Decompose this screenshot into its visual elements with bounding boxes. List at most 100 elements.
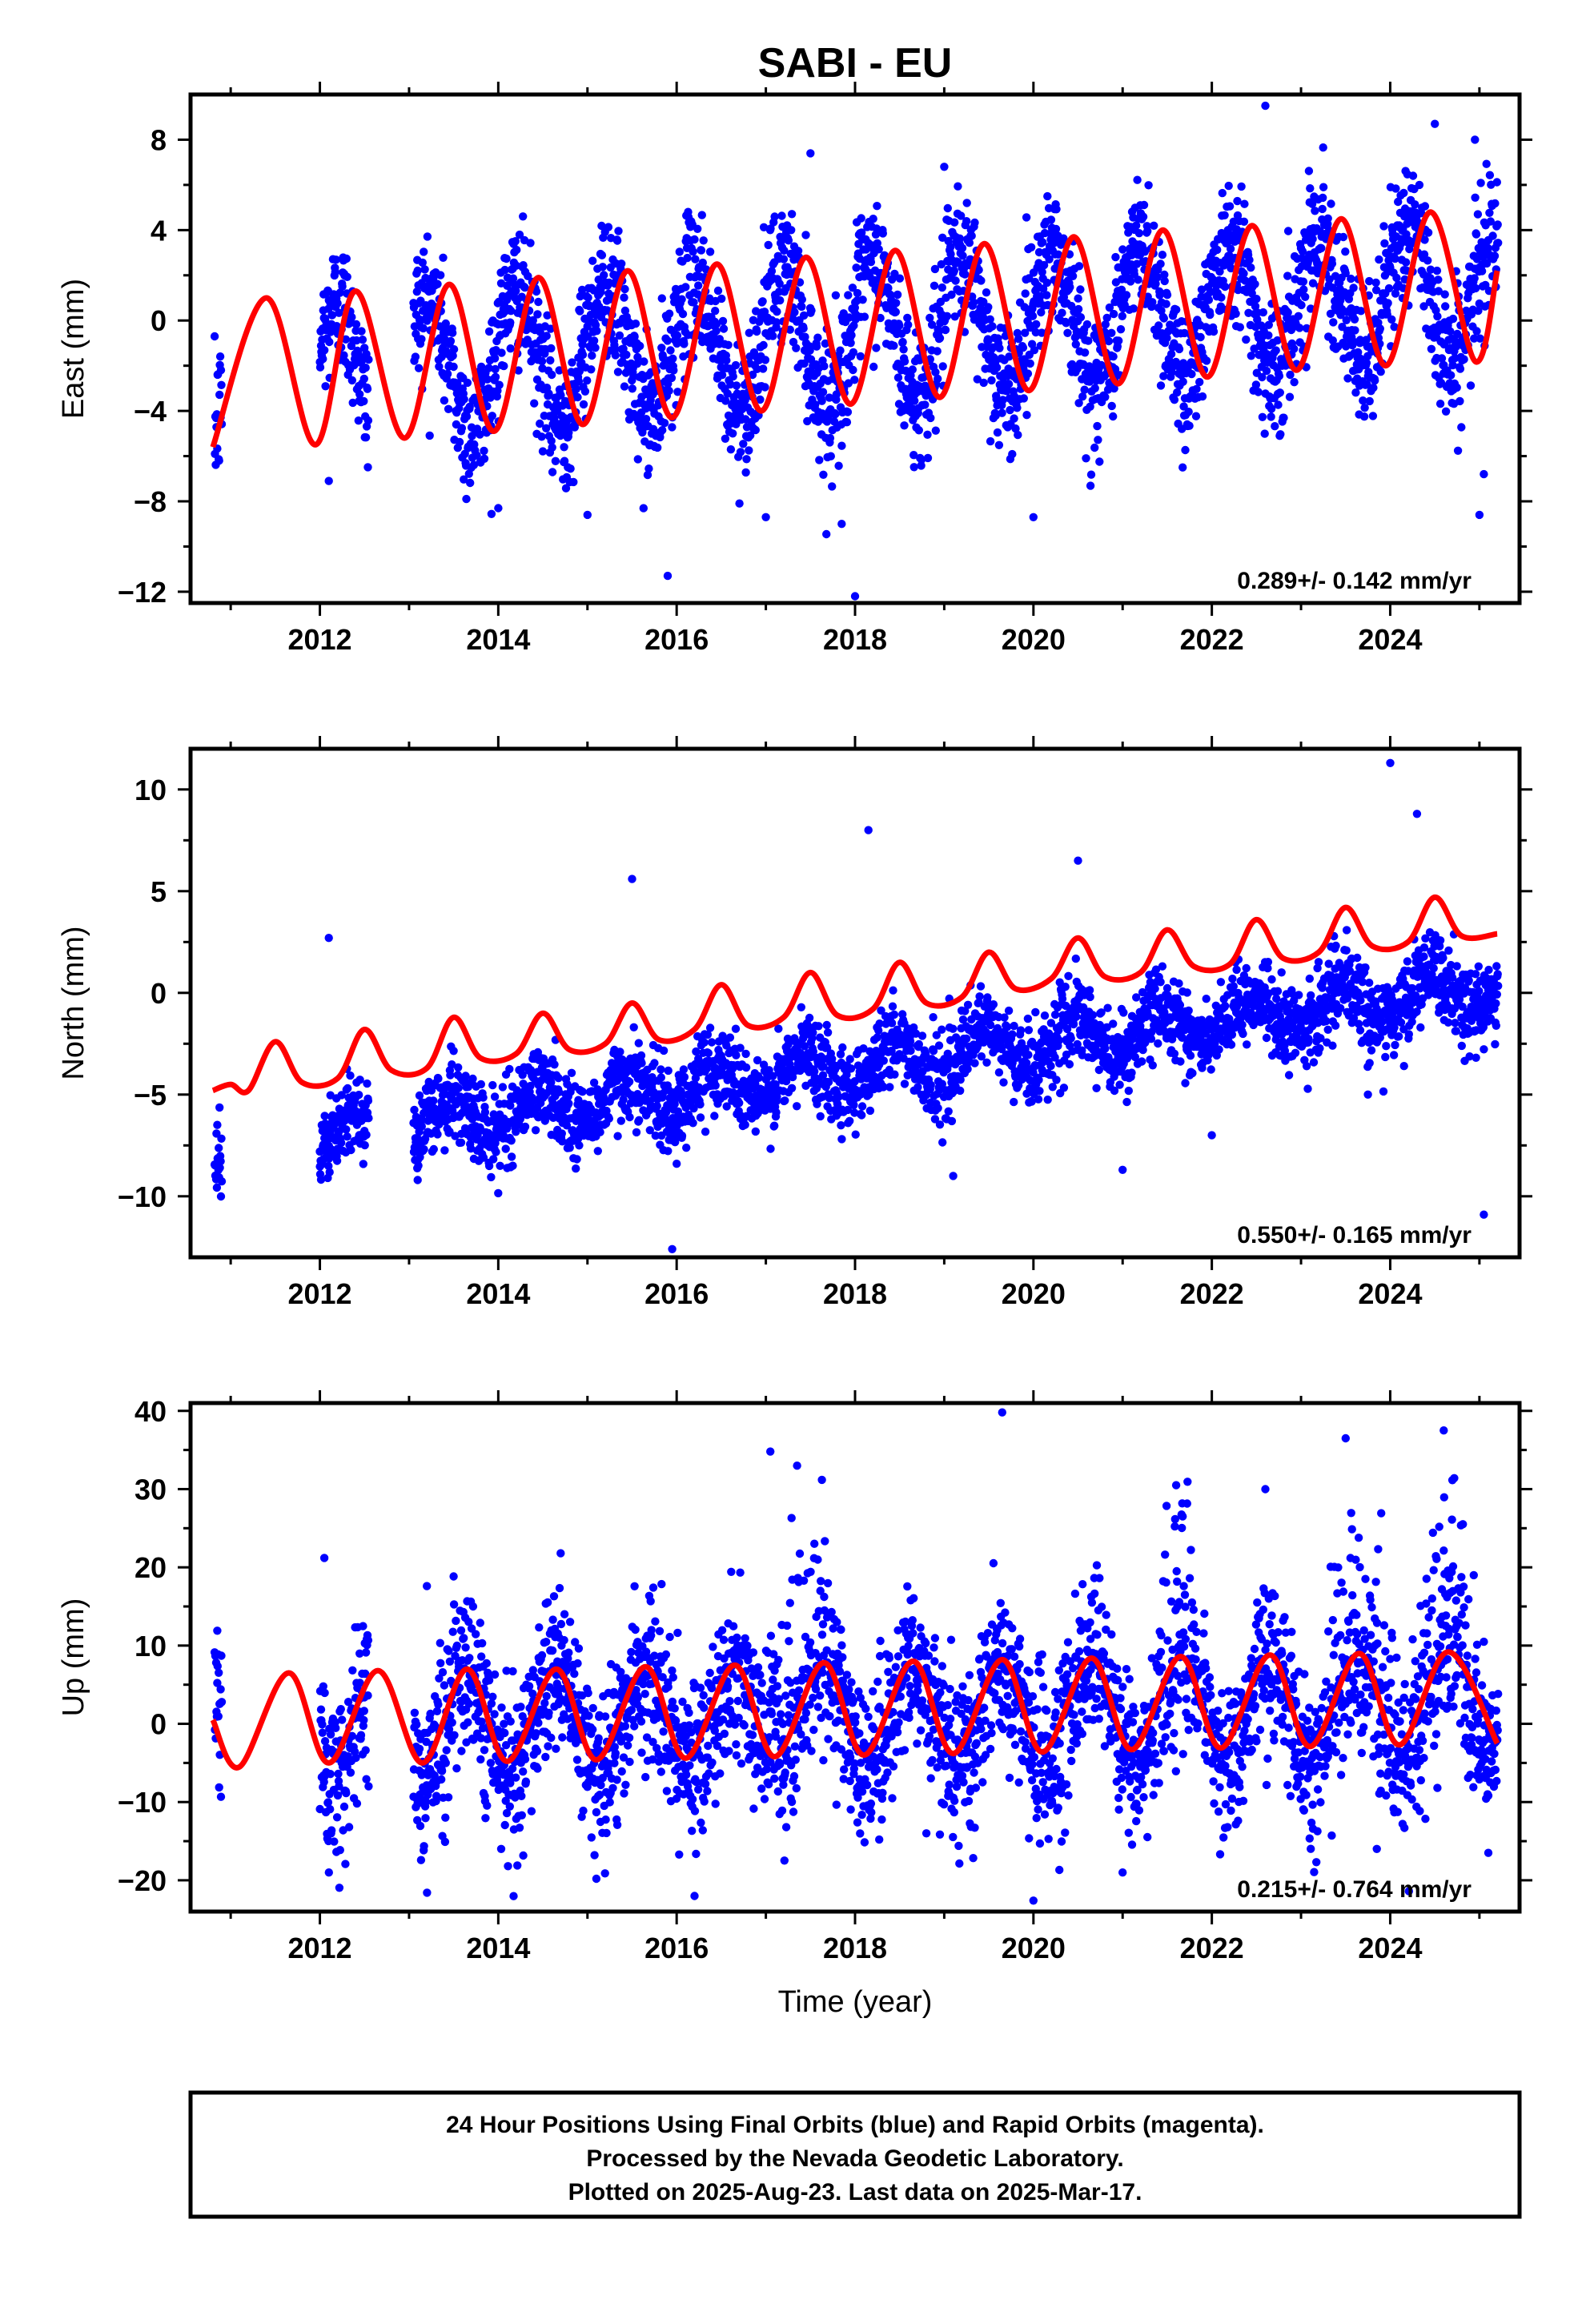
data-point	[484, 1161, 494, 1171]
data-point	[1008, 449, 1017, 459]
data-point	[719, 324, 729, 333]
data-point	[780, 246, 789, 255]
data-point	[639, 504, 648, 513]
data-point	[1252, 295, 1261, 304]
data-point	[1434, 287, 1443, 296]
data-point	[364, 1114, 373, 1123]
data-point	[1394, 197, 1403, 207]
data-point	[1151, 279, 1160, 288]
data-point	[797, 1003, 805, 1012]
data-point	[476, 1080, 485, 1089]
data-point	[1024, 1026, 1034, 1035]
data-point	[771, 1080, 780, 1089]
data-point	[1022, 411, 1031, 420]
data-point	[817, 396, 826, 405]
data-point	[1101, 320, 1110, 329]
data-point	[512, 1128, 520, 1136]
data-point	[480, 454, 489, 463]
data-point	[327, 311, 337, 320]
data-point	[1037, 308, 1046, 317]
data-point	[1423, 228, 1433, 237]
data-point	[1440, 290, 1449, 299]
data-point	[845, 1116, 854, 1126]
data-point	[1494, 239, 1503, 247]
data-point	[1271, 422, 1279, 431]
data-point	[476, 430, 484, 439]
data-point	[930, 264, 940, 274]
data-point	[1114, 336, 1123, 345]
data-point	[1453, 446, 1463, 455]
data-point	[546, 356, 555, 365]
data-point	[417, 335, 426, 344]
data-point	[1191, 412, 1201, 420]
data-point	[732, 1051, 741, 1059]
data-point	[801, 231, 810, 239]
data-point	[507, 1136, 516, 1145]
data-point	[462, 412, 472, 421]
data-point	[846, 1064, 856, 1073]
data-point	[446, 336, 456, 346]
data-point	[689, 1119, 697, 1128]
data-point	[1329, 318, 1338, 327]
data-point	[725, 1033, 735, 1042]
data-point	[1095, 457, 1104, 466]
data-point	[909, 463, 918, 472]
data-point	[215, 1144, 223, 1152]
data-point	[1380, 239, 1389, 248]
data-point	[1476, 334, 1484, 343]
data-point	[1349, 283, 1358, 292]
data-point	[741, 1120, 749, 1129]
data-point	[673, 339, 681, 348]
data-point	[337, 1091, 346, 1100]
data-point	[1308, 279, 1318, 287]
data-point	[885, 1083, 894, 1092]
y-tick-label: −8	[134, 485, 167, 518]
data-point	[726, 445, 736, 454]
chart-title: SABI - EU	[758, 40, 953, 86]
x-tick-label: 2024	[1358, 623, 1422, 656]
data-point	[1024, 1051, 1033, 1059]
data-point	[652, 1101, 661, 1111]
data-point	[748, 370, 757, 380]
data-point	[472, 451, 481, 460]
data-point	[906, 1046, 915, 1055]
data-point	[1025, 274, 1034, 283]
data-point	[1371, 376, 1379, 385]
data-point	[961, 270, 970, 279]
data-point	[1134, 275, 1142, 284]
outlier-point	[806, 149, 815, 158]
data-point	[1094, 436, 1102, 444]
data-point	[874, 245, 883, 254]
data-point	[745, 328, 753, 337]
data-point	[1482, 259, 1492, 268]
data-point	[718, 316, 728, 326]
data-point	[970, 1059, 979, 1068]
data-point	[895, 321, 904, 330]
data-point	[420, 265, 429, 274]
data-point	[351, 320, 361, 329]
data-point	[1034, 1076, 1043, 1084]
data-point	[682, 1144, 691, 1152]
data-point	[721, 396, 730, 405]
data-point	[1251, 302, 1260, 311]
data-point	[701, 1128, 710, 1136]
data-point	[217, 1177, 227, 1186]
data-point	[1283, 308, 1292, 317]
data-point	[548, 443, 556, 452]
data-point	[1045, 255, 1054, 263]
data-point	[1493, 220, 1502, 229]
data-point	[1159, 314, 1169, 323]
data-point	[593, 1085, 602, 1094]
data-point	[1086, 402, 1094, 411]
data-point	[1021, 289, 1030, 298]
data-point	[624, 415, 634, 424]
data-point	[651, 1131, 660, 1140]
data-point	[1197, 285, 1207, 294]
data-point	[759, 340, 768, 350]
data-point	[1153, 273, 1162, 282]
data-point	[419, 324, 428, 333]
data-point	[1441, 302, 1450, 311]
data-point	[557, 429, 566, 438]
data-point	[490, 354, 500, 363]
data-point	[574, 1096, 583, 1104]
